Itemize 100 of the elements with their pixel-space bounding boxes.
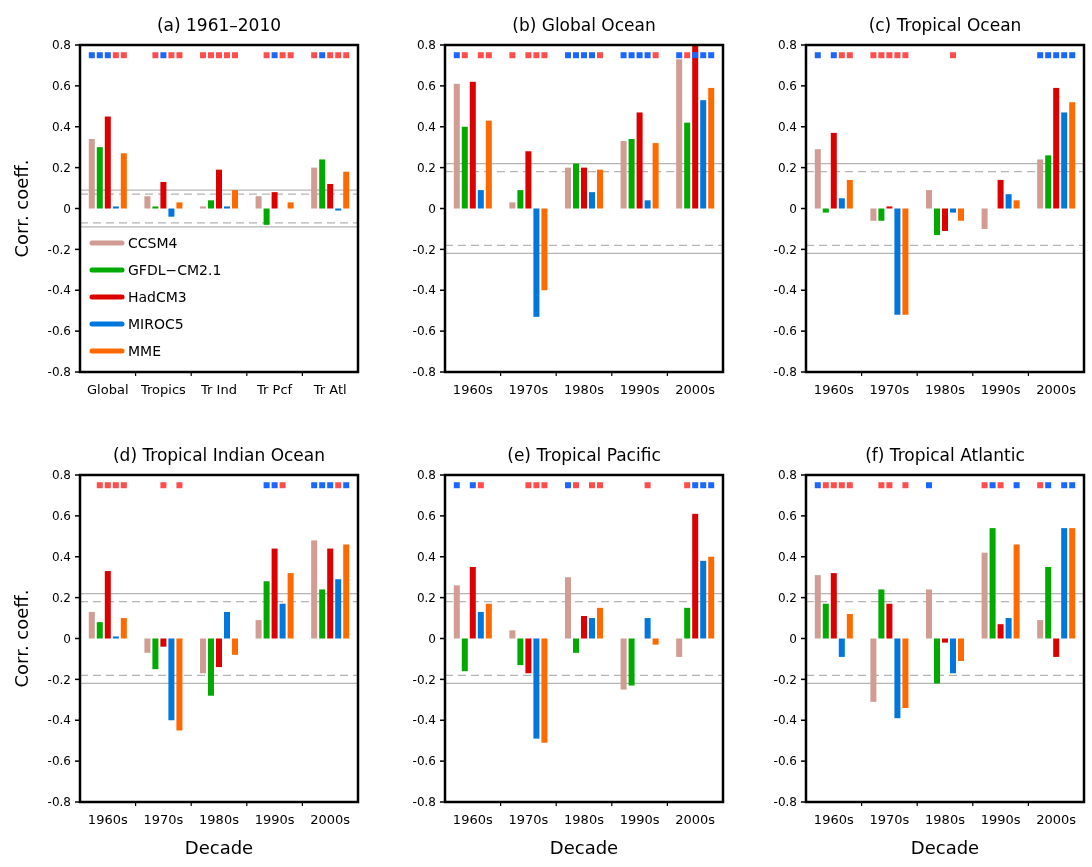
y-tick-label: -0.4 — [47, 283, 71, 298]
y-tick-label: -0.8 — [412, 795, 436, 810]
y-tick-label: -0.4 — [773, 713, 797, 728]
bar — [311, 167, 318, 209]
bar — [830, 573, 837, 639]
x-tick-label: 1960s — [813, 812, 854, 827]
bar — [814, 149, 821, 209]
bar — [830, 132, 837, 209]
bar — [700, 560, 707, 639]
y-tick-label: 0 — [63, 201, 71, 216]
x-tick-label: 1960s — [452, 812, 493, 827]
bar — [533, 208, 540, 317]
bar — [335, 208, 342, 211]
bar — [958, 638, 965, 661]
bar — [684, 607, 691, 639]
x-tick-label: 2000s — [1036, 812, 1077, 827]
bar — [814, 575, 821, 639]
bar — [232, 190, 239, 209]
bar — [1005, 618, 1012, 639]
bar — [636, 112, 643, 209]
x-tick-label: 1960s — [87, 812, 128, 827]
bar — [597, 169, 604, 209]
y-tick-label: 0 — [428, 201, 436, 216]
y-axis-title: Corr. coeff. — [11, 159, 32, 258]
y-tick-label: 0.6 — [51, 509, 71, 524]
bar — [700, 100, 707, 209]
bar — [176, 202, 183, 209]
bar — [822, 603, 829, 639]
bar — [343, 544, 350, 639]
x-tick-label: 1990s — [619, 382, 660, 397]
y-tick-label: 0.6 — [416, 79, 436, 94]
y-tick-label: -0.4 — [412, 713, 436, 728]
bar — [870, 208, 877, 221]
bar — [319, 159, 326, 209]
bar — [581, 167, 587, 209]
bar — [644, 200, 651, 209]
bar — [628, 638, 635, 686]
bar — [1013, 200, 1020, 209]
x-tick-label: 1980s — [564, 812, 605, 827]
x-tick-label: 1990s — [254, 812, 295, 827]
y-tick-label: 0.4 — [51, 549, 71, 564]
bar — [120, 618, 127, 639]
bar — [1013, 544, 1020, 639]
x-tick-label: 1980s — [925, 382, 966, 397]
y-tick-label: 0.6 — [777, 509, 797, 524]
x-tick-label: Tr Atl — [312, 382, 347, 397]
bar — [453, 585, 460, 639]
y-tick-label: 0.8 — [51, 468, 71, 483]
bar — [572, 638, 579, 653]
bar — [838, 198, 845, 209]
bar — [981, 208, 988, 229]
bar — [287, 202, 294, 209]
x-tick-label: 1960s — [452, 382, 493, 397]
bar — [846, 613, 853, 639]
bar — [343, 171, 350, 209]
bar — [997, 624, 1004, 639]
bar — [708, 87, 715, 209]
y-tick-label: 0.6 — [416, 509, 436, 524]
y-tick-label: 0 — [63, 631, 71, 646]
x-tick-label: 1970s — [143, 812, 184, 827]
x-tick-label: 1990s — [980, 812, 1021, 827]
bar — [1053, 87, 1060, 209]
bar — [1069, 528, 1076, 639]
bar — [902, 638, 909, 708]
bar — [104, 116, 111, 209]
bar — [676, 638, 683, 657]
x-tick-label: 2000s — [310, 812, 351, 827]
bar — [160, 638, 167, 647]
bar — [207, 200, 214, 209]
x-tick-label: Tr Ind — [200, 382, 237, 397]
bar — [838, 638, 845, 657]
bar — [144, 196, 151, 209]
bar — [1005, 194, 1012, 209]
bar — [88, 611, 95, 639]
legend-label: MME — [128, 342, 162, 359]
y-tick-label: -0.6 — [773, 324, 797, 339]
bar — [160, 181, 167, 209]
bar — [676, 59, 683, 209]
bar — [485, 603, 492, 639]
bar — [1037, 620, 1044, 639]
bar — [684, 122, 691, 209]
legend-label: GFDL−CM2.1 — [128, 261, 222, 278]
bar — [822, 208, 829, 213]
bar — [878, 208, 885, 221]
bar — [144, 638, 151, 653]
bar — [541, 208, 548, 291]
y-tick-label: 0.8 — [51, 38, 71, 53]
y-tick-label: -0.4 — [412, 283, 436, 298]
bar — [997, 179, 1004, 209]
bar — [708, 556, 715, 639]
bar — [525, 151, 532, 209]
y-tick-label: 0.4 — [777, 549, 797, 564]
y-tick-label: -0.4 — [47, 713, 71, 728]
y-tick-label: 0.4 — [777, 119, 797, 134]
bar — [933, 208, 940, 236]
bar — [461, 638, 468, 672]
bar — [255, 620, 262, 639]
bar — [1037, 159, 1044, 209]
y-tick-label: 0.2 — [51, 590, 71, 605]
y-tick-label: -0.6 — [47, 754, 71, 769]
